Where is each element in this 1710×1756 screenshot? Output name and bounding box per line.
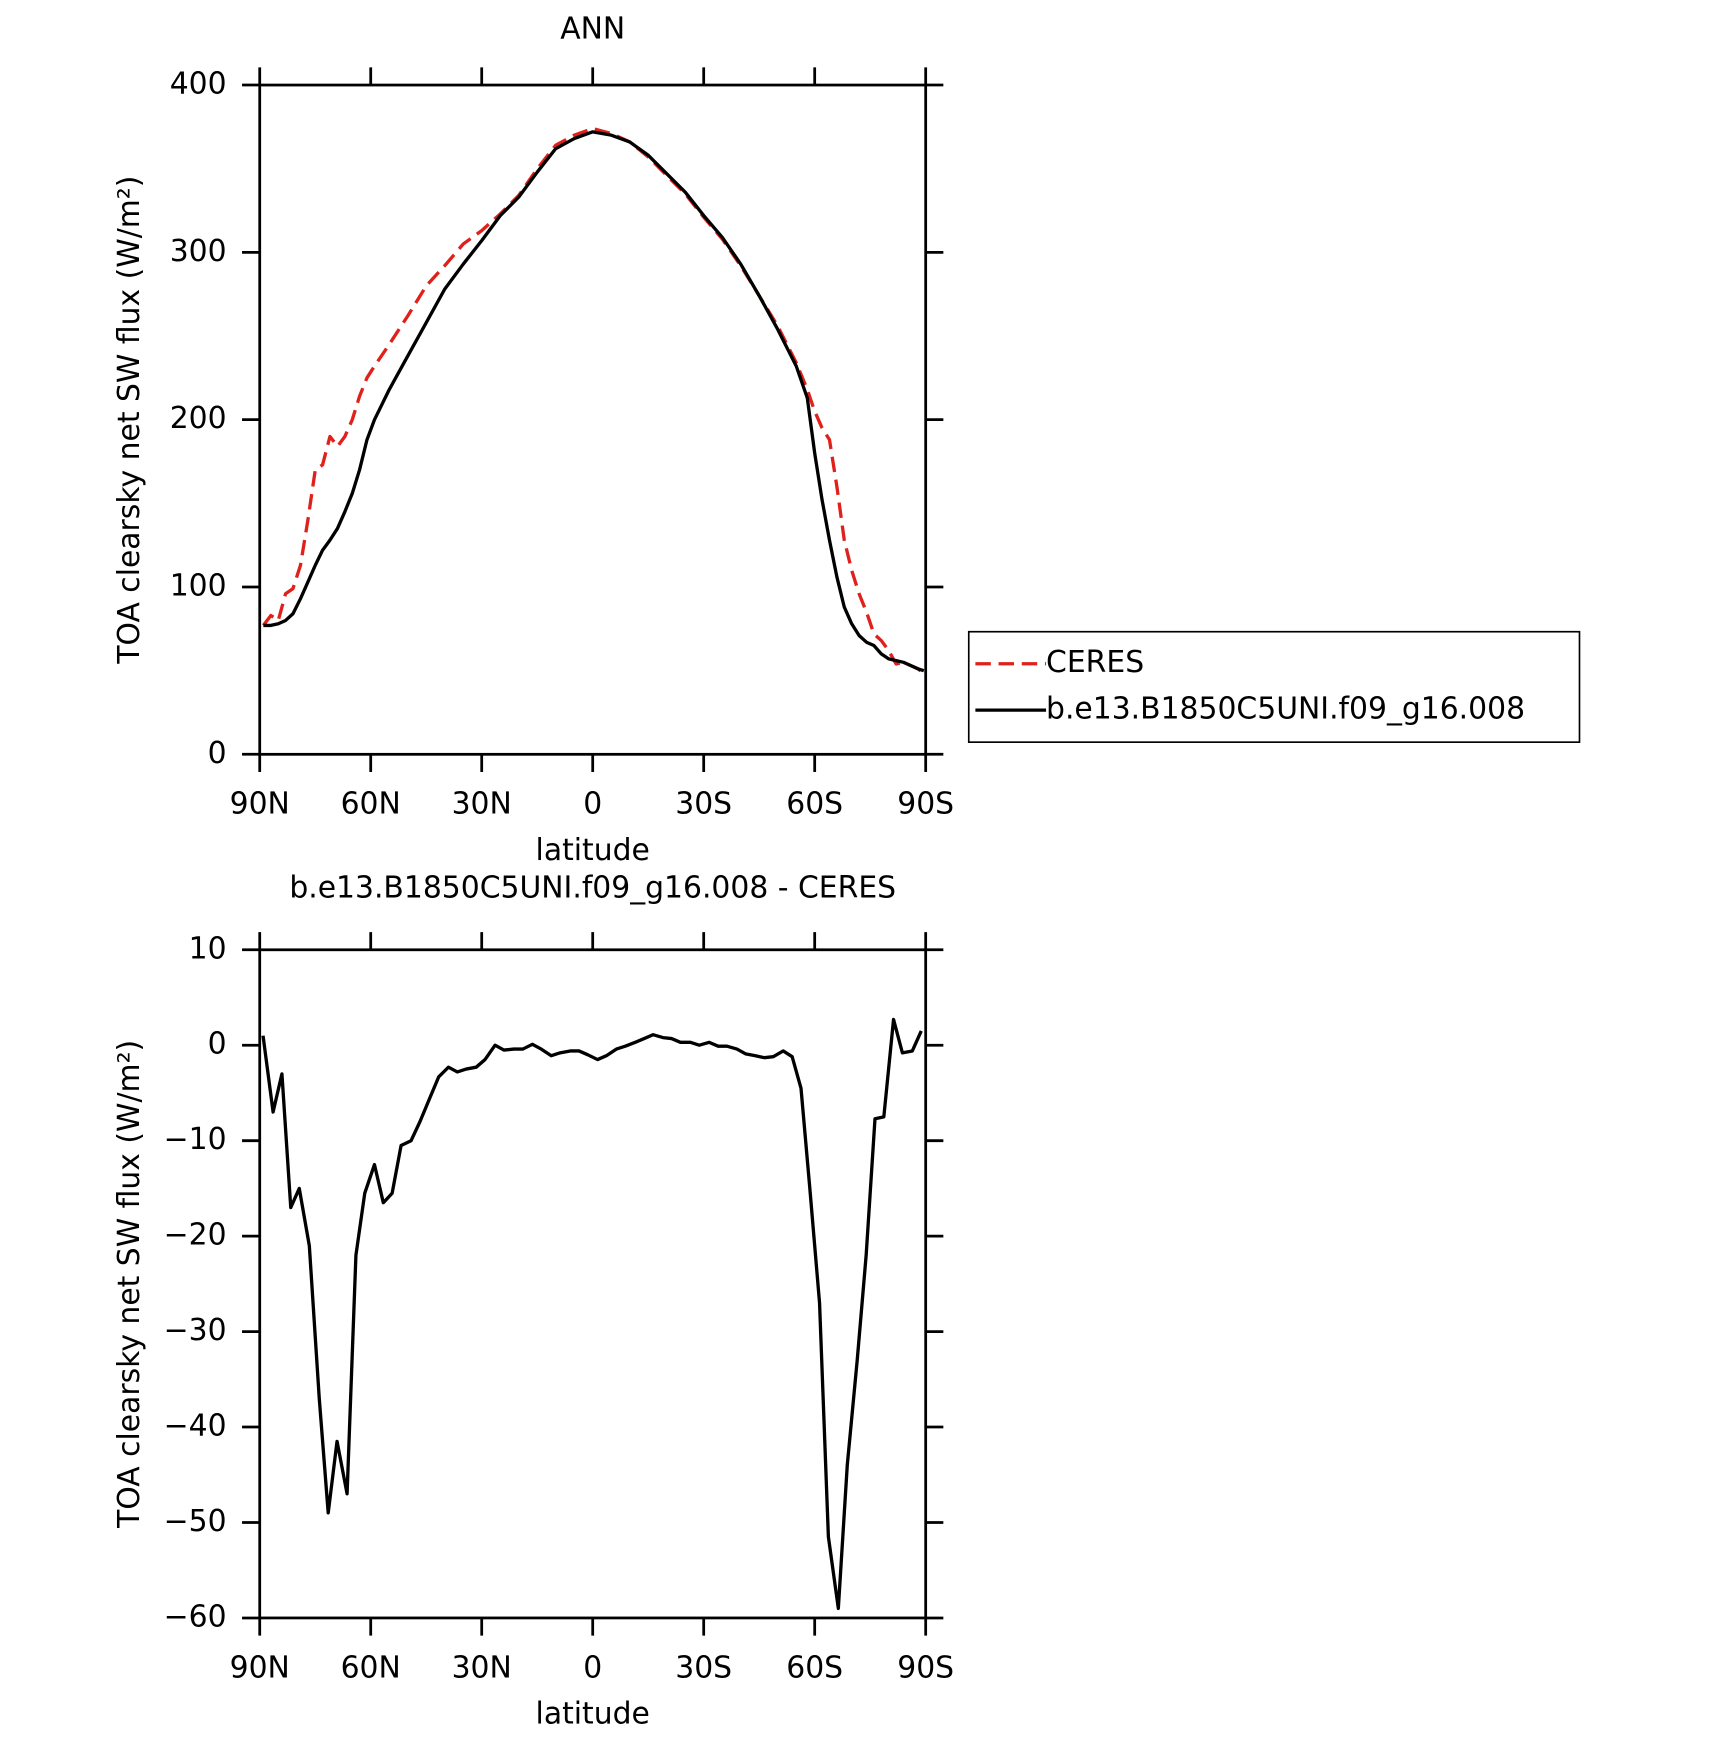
y-tick-label: 0 xyxy=(208,1027,227,1062)
y-tick-label: 400 xyxy=(170,67,227,102)
y-tick-label: −60 xyxy=(164,1599,227,1634)
plot-frame xyxy=(258,948,928,1620)
y-tick-label: −10 xyxy=(164,1122,227,1157)
x-tick-label: 30N xyxy=(452,1650,512,1685)
series-line xyxy=(263,130,925,673)
x-tick-label: 30S xyxy=(675,1650,732,1685)
y-tick-label: −40 xyxy=(164,1409,227,1444)
x-axis-label: latitude xyxy=(536,833,650,868)
plot-frame xyxy=(258,83,928,756)
chart-title: b.e13.B1850C5UNI.f09_g16.008 - CERES xyxy=(289,871,896,906)
x-tick-label: 30S xyxy=(675,787,732,822)
y-tick-label: −50 xyxy=(164,1504,227,1539)
y-tick-label: 300 xyxy=(170,234,227,269)
y-axis-label: TOA clearsky net SW flux (W/m²) xyxy=(112,1040,147,1529)
x-tick-label: 60N xyxy=(341,1650,401,1685)
x-tick-label: 60S xyxy=(786,787,843,822)
y-tick-label: 200 xyxy=(170,401,227,436)
x-tick-label: 90S xyxy=(897,787,954,822)
x-tick-label: 0 xyxy=(583,1650,602,1685)
x-tick-label: 90N xyxy=(230,1650,290,1685)
x-tick-label: 90N xyxy=(230,787,290,822)
chart-title: ANN xyxy=(560,11,625,46)
legend-label: CERES xyxy=(1046,645,1144,680)
series-line xyxy=(262,126,925,676)
y-tick-label: 100 xyxy=(170,568,227,603)
y-axis-label: TOA clearsky net SW flux (W/m²) xyxy=(112,176,147,665)
series-line xyxy=(261,1017,923,1611)
x-tick-label: 60S xyxy=(786,1650,843,1685)
legend-label: b.e13.B1850C5UNI.f09_g16.008 xyxy=(1046,692,1525,727)
y-tick-label: −20 xyxy=(164,1218,227,1253)
x-tick-label: 30N xyxy=(452,787,512,822)
legend-box xyxy=(967,630,1581,743)
y-tick-label: −30 xyxy=(164,1313,227,1348)
y-tick-label: 10 xyxy=(189,931,227,966)
x-axis-label: latitude xyxy=(536,1697,650,1732)
x-tick-label: 0 xyxy=(583,787,602,822)
legend: CERES b.e13.B1850C5UNI.f09_g16.008 xyxy=(967,630,1581,743)
y-tick-label: 0 xyxy=(208,736,227,771)
x-tick-label: 60N xyxy=(341,787,401,822)
x-tick-label: 90S xyxy=(897,1650,954,1685)
